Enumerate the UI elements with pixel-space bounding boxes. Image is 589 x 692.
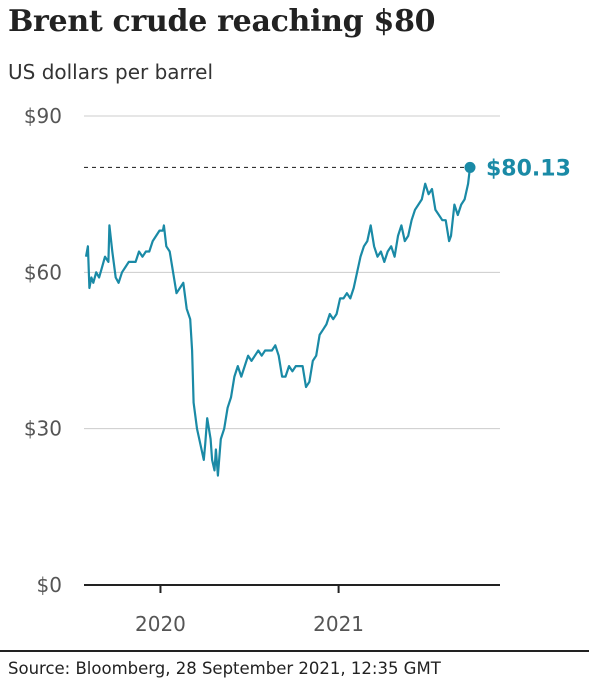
y-tick-label: $90 xyxy=(24,104,62,128)
y-tick-label: $30 xyxy=(24,417,62,441)
chart-subtitle: US dollars per barrel xyxy=(8,60,214,84)
series-line-brent xyxy=(84,167,472,477)
y-tick-label: $60 xyxy=(24,260,62,284)
end-point-marker xyxy=(464,161,476,173)
chart-title: Brent crude reaching $80 xyxy=(8,4,436,39)
y-axis-tick-labels: $90 $60 $30 $0 xyxy=(24,104,62,597)
chart: $90 $60 $30 $0 2020 2021 $80.13 xyxy=(24,104,571,636)
grid-lines xyxy=(84,115,500,430)
end-value-label: $80.13 xyxy=(486,156,571,181)
x-tick-label: 2021 xyxy=(313,612,364,636)
y-tick-label: $0 xyxy=(37,573,62,597)
source-divider xyxy=(0,650,589,652)
x-axis-ticks: 2020 2021 xyxy=(135,585,364,636)
source-note: Source: Bloomberg, 28 September 2021, 12… xyxy=(8,659,441,678)
x-tick-label: 2020 xyxy=(135,612,186,636)
